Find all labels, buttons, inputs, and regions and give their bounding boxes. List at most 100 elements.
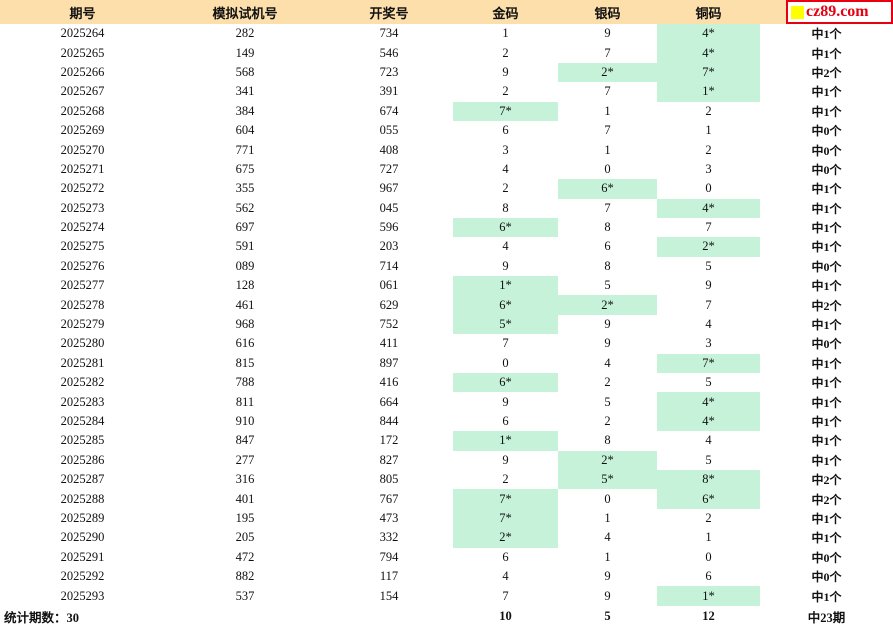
cell-issue: 2025265	[60, 45, 105, 60]
cell-silver: 1	[604, 103, 611, 118]
cell-sim: 149	[235, 45, 255, 60]
cell-issue: 2025288	[60, 491, 105, 506]
cell-issue: 2025293	[60, 588, 105, 603]
cell-copper: 2*	[657, 237, 760, 257]
cell-hit: 中1个	[811, 201, 842, 216]
cell-silver: 7	[604, 45, 611, 60]
cell-gold: 2	[502, 472, 509, 487]
cell-hit: 中0个	[811, 259, 842, 274]
cell-draw: 203	[379, 239, 399, 254]
cell-hit: 中0个	[811, 550, 842, 565]
cell-sim: 128	[235, 278, 255, 293]
cell-draw: 332	[379, 530, 399, 545]
cell-hit: 中1个	[811, 511, 842, 526]
cell-draw: 714	[379, 258, 399, 273]
table-row: 2025285 847 172 1* 8 4 中1个	[0, 431, 893, 451]
cell-copper: 0	[705, 181, 712, 196]
cell-hit: 中0个	[811, 162, 842, 177]
cell-issue: 2025275	[60, 239, 105, 254]
cell-issue: 2025290	[60, 530, 105, 545]
cell-gold: 9	[502, 394, 509, 409]
cell-issue: 2025273	[60, 200, 105, 215]
cell-draw: 794	[379, 549, 399, 564]
cell-hit: 中1个	[811, 104, 842, 119]
cell-gold: 8	[502, 200, 509, 215]
cell-issue: 2025292	[60, 569, 105, 584]
cell-hit: 中2个	[811, 492, 842, 507]
col-header-gold: 金码	[453, 0, 558, 24]
gold-total: 10	[499, 609, 512, 624]
col-header-issue: 期号	[0, 0, 165, 24]
cell-issue: 2025270	[60, 142, 105, 157]
table-row: 2025287 316 805 2 5* 8* 中2个	[0, 469, 893, 490]
cell-copper: 3	[705, 336, 712, 351]
cell-gold: 7*	[453, 101, 558, 121]
cell-hit: 中1个	[811, 318, 842, 333]
cell-draw: 827	[379, 452, 399, 467]
cell-sim: 771	[235, 142, 255, 157]
table-body: 2025264 282 734 1 9 4* 中1个 2025265 149 546 2 7 4* 中1个…	[0, 24, 893, 606]
cell-draw: 416	[379, 375, 399, 390]
cell-copper: 4*	[657, 43, 760, 63]
cell-hit: 中1个	[811, 182, 842, 197]
cell-draw: 117	[379, 569, 399, 584]
cell-hit: 中0个	[811, 124, 842, 139]
cell-hit: 中0个	[811, 337, 842, 352]
cell-copper: 7	[705, 220, 712, 235]
cell-gold: 7	[502, 336, 509, 351]
table-row: 2025276 089 714 9 8 5 中0个	[0, 257, 893, 276]
col-header-sim: 模拟试机号	[165, 0, 325, 24]
cell-issue: 2025284	[60, 414, 105, 428]
table-row: 2025286 277 827 9 2* 5 中1个	[0, 450, 893, 470]
cell-copper: 4*	[657, 198, 760, 218]
table-row: 2025280 616 411 7 9 3 中0个	[0, 334, 893, 353]
cell-hit: 中1个	[811, 85, 842, 100]
cell-sim: 316	[235, 472, 255, 487]
cell-issue: 2025277	[60, 278, 105, 293]
cell-draw: 546	[379, 45, 399, 60]
cell-sim: 591	[235, 239, 255, 254]
cell-silver: 5	[604, 394, 611, 409]
cell-silver: 9	[604, 317, 611, 332]
cell-gold: 1	[502, 26, 509, 41]
totals-row: 统计期数：30 10 5 12 中23期	[0, 606, 893, 628]
cell-issue: 2025267	[60, 84, 105, 99]
cell-gold: 7*	[453, 508, 558, 529]
cell-gold: 4	[502, 569, 509, 584]
cell-gold: 4	[502, 239, 509, 254]
table-row: 2025264 282 734 1 9 4* 中1个	[0, 24, 893, 44]
cell-hit: 中2个	[811, 65, 842, 80]
cell-sim: 384	[235, 103, 255, 118]
cell-draw: 473	[379, 510, 399, 525]
cell-gold: 9	[502, 258, 509, 273]
cell-sim: 537	[235, 588, 255, 603]
cell-sim: 616	[235, 336, 255, 351]
cell-issue: 2025291	[60, 549, 105, 564]
cell-copper: 1*	[657, 586, 760, 606]
cell-draw: 767	[379, 491, 399, 506]
cell-sim: 568	[235, 64, 255, 79]
cell-sim: 788	[235, 375, 255, 390]
yellow-square-icon	[791, 5, 804, 19]
cell-copper: 2	[705, 103, 712, 118]
cell-gold: 9	[502, 452, 509, 467]
cell-sim: 675	[235, 161, 255, 176]
cell-hit: 中1个	[811, 434, 842, 449]
site-logo-link[interactable]: cz89.com	[786, 0, 893, 24]
cell-gold: 6	[502, 549, 509, 564]
cell-copper: 1	[705, 123, 712, 138]
table-row: 2025271 675 727 4 0 3 中0个	[0, 160, 893, 179]
table-row: 2025283 811 664 9 5 4* 中1个	[0, 392, 893, 412]
cell-copper: 5	[705, 375, 712, 390]
cell-sim: 282	[235, 26, 255, 41]
cell-sim: 195	[235, 510, 255, 525]
cell-draw: 154	[379, 588, 399, 603]
cell-copper: 6*	[657, 489, 760, 509]
cell-copper: 7*	[657, 62, 760, 83]
cell-silver: 2	[604, 375, 611, 390]
table-row: 2025267 341 391 2 7 1* 中1个	[0, 82, 893, 102]
cell-silver: 2*	[558, 62, 657, 83]
cell-draw: 596	[379, 220, 399, 235]
